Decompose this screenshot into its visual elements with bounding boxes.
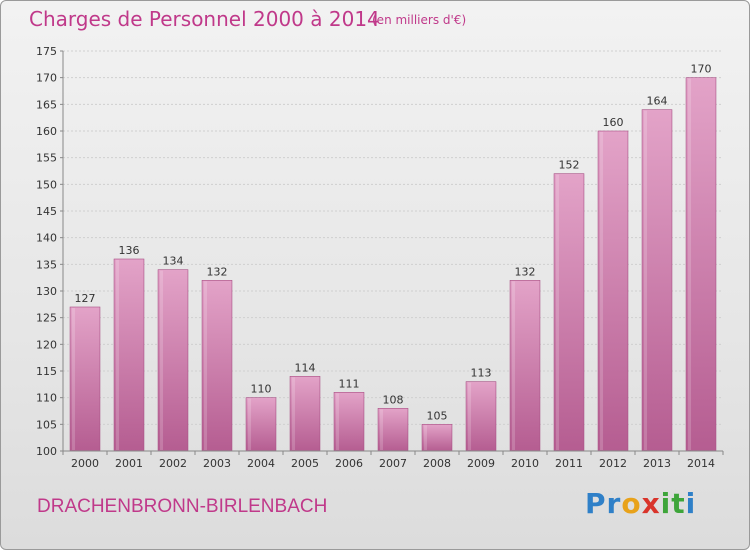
bar-2005	[289, 376, 321, 452]
x-tick-label: 2010	[511, 457, 539, 470]
y-tick-label: 175	[36, 45, 57, 58]
y-tick-label: 155	[36, 152, 57, 165]
data-label-2004: 110	[251, 383, 272, 396]
x-tick-label: 2005	[291, 457, 319, 470]
bar-highlight	[688, 78, 692, 451]
data-label-2014: 170	[691, 63, 712, 76]
x-tick-label: 2000	[71, 457, 99, 470]
bar-highlight	[424, 425, 428, 450]
data-label-2001: 136	[119, 244, 140, 257]
data-label-2000: 127	[75, 292, 96, 305]
bar-2003	[201, 280, 233, 452]
bar-highlight	[644, 110, 648, 451]
y-tick-label: 130	[36, 285, 57, 298]
x-tick-label: 2006	[335, 457, 363, 470]
bar-2009	[465, 381, 497, 452]
axis-layer: 1001051101151201251301351401451501551601…	[36, 45, 724, 470]
data-label-2007: 108	[383, 393, 404, 406]
data-label-2008: 105	[427, 409, 448, 422]
bar-2000	[69, 306, 101, 452]
bar-highlight	[292, 377, 296, 450]
x-tick-label: 2007	[379, 457, 407, 470]
y-tick-label: 145	[36, 205, 57, 218]
x-tick-label: 2001	[115, 457, 143, 470]
bar-highlight	[160, 270, 164, 450]
bar-highlight	[556, 174, 560, 450]
logo-letter: i	[685, 487, 697, 520]
x-tick-label: 2009	[467, 457, 495, 470]
data-label-2003: 132	[207, 265, 228, 278]
bars-layer: 127 136 134 132 110 114 111 108 105 113 132 152 160 1…	[69, 63, 717, 452]
bar-2014	[685, 77, 717, 452]
logo-letter: o	[621, 487, 642, 520]
bar-2010	[509, 280, 541, 452]
data-label-2013: 164	[647, 95, 668, 108]
bar-highlight	[336, 393, 340, 450]
bar-highlight	[72, 308, 76, 450]
y-tick-label: 115	[36, 365, 57, 378]
x-tick-label: 2004	[247, 457, 275, 470]
y-tick-label: 110	[36, 392, 57, 405]
bar-2011	[553, 173, 585, 452]
y-tick-label: 105	[36, 418, 57, 431]
logo-letter: t	[671, 487, 686, 520]
logo-letter: x	[641, 487, 661, 520]
bar-2004	[245, 397, 277, 452]
y-tick-label: 160	[36, 125, 57, 138]
logo-letter: r	[606, 487, 622, 520]
y-tick-label: 140	[36, 232, 57, 245]
x-tick-label: 2011	[555, 457, 583, 470]
chart-title: Charges de Personnel 2000 à 2014	[29, 7, 380, 31]
data-label-2010: 132	[515, 265, 536, 278]
y-tick-label: 150	[36, 178, 57, 191]
y-tick-label: 125	[36, 312, 57, 325]
x-tick-label: 2013	[643, 457, 671, 470]
bar-highlight	[512, 281, 516, 450]
bar-2007	[377, 408, 409, 452]
data-label-2009: 113	[471, 367, 492, 380]
y-tick-label: 120	[36, 338, 57, 351]
y-tick-label: 135	[36, 258, 57, 271]
data-label-2002: 134	[163, 255, 184, 268]
bar-highlight	[600, 132, 604, 450]
bar-highlight	[468, 382, 472, 450]
bar-highlight	[248, 398, 252, 450]
x-tick-label: 2014	[687, 457, 715, 470]
bar-2013	[641, 109, 673, 452]
data-label-2005: 114	[295, 361, 316, 374]
bar-2008	[421, 424, 453, 452]
logo-letter: i	[660, 487, 672, 520]
data-label-2012: 160	[603, 116, 624, 129]
y-tick-label: 170	[36, 72, 57, 85]
bar-2006	[333, 392, 365, 452]
bar-2001	[113, 258, 145, 452]
y-tick-label: 165	[36, 98, 57, 111]
x-tick-label: 2012	[599, 457, 627, 470]
bar-2012	[597, 130, 629, 452]
y-tick-label: 100	[36, 445, 57, 458]
commune-name: DRACHENBRONN-BIRLENBACH	[37, 496, 328, 517]
proxiti-logo[interactable]: Proxiti	[585, 487, 696, 520]
x-tick-label: 2002	[159, 457, 187, 470]
bar-highlight	[204, 281, 208, 450]
bar-highlight	[116, 260, 120, 450]
chart-unit: (en milliers d'€)	[372, 13, 467, 27]
data-label-2011: 152	[559, 159, 580, 172]
x-tick-label: 2008	[423, 457, 451, 470]
data-label-2006: 111	[339, 377, 360, 390]
bar-highlight	[380, 409, 384, 450]
logo-letter: P	[585, 487, 607, 520]
x-tick-label: 2003	[203, 457, 231, 470]
